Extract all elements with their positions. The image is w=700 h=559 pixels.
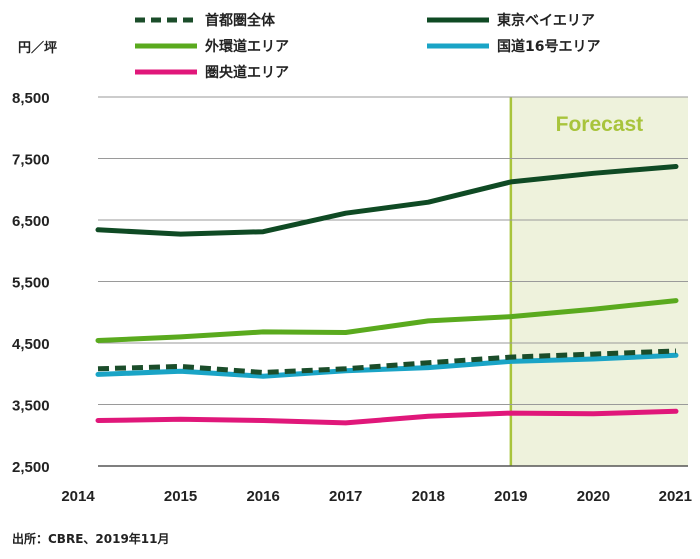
series-line bbox=[97, 348, 677, 375]
y-tick-label: 2,500 bbox=[12, 459, 50, 476]
y-tick-label: 4,500 bbox=[12, 336, 50, 353]
series-line bbox=[95, 298, 679, 343]
legend-label: 首都圏全体 bbox=[205, 12, 276, 29]
legend-label: 東京ベイエリア bbox=[497, 12, 595, 29]
x-tick-label: 2020 bbox=[577, 488, 610, 505]
y-tick-label: 6,500 bbox=[12, 213, 50, 230]
x-tick-label: 2017 bbox=[329, 488, 362, 505]
x-tick-label: 2014 bbox=[61, 488, 95, 505]
y-axis-unit: 円／坪 bbox=[18, 40, 57, 56]
grid-lines bbox=[98, 96, 688, 467]
y-tick-label: 5,500 bbox=[12, 275, 50, 292]
y-tick-label: 3,500 bbox=[12, 398, 50, 415]
x-tick-label: 2018 bbox=[412, 488, 445, 505]
legend-label: 外環道エリア bbox=[205, 38, 289, 55]
legend-label: 圏央道エリア bbox=[205, 64, 289, 81]
forecast-label: Forecast bbox=[556, 113, 644, 136]
series-lines bbox=[95, 164, 679, 426]
series-line bbox=[95, 408, 679, 426]
source-note: 出所：CBRE、2019年11月 bbox=[12, 531, 170, 546]
x-tick-label: 2019 bbox=[494, 488, 527, 505]
y-tick-label: 8,500 bbox=[12, 90, 50, 107]
y-tick-label: 7,500 bbox=[12, 152, 50, 169]
legend-label: 国道16号エリア bbox=[497, 38, 600, 55]
x-tick-label: 2016 bbox=[246, 488, 279, 505]
series-line bbox=[95, 352, 679, 379]
series-line bbox=[95, 164, 679, 237]
x-tick-label: 2015 bbox=[164, 488, 197, 505]
x-tick-label: 2021 bbox=[659, 488, 692, 505]
axis-labels: 8,500 7,500 6,500 5,500 4,500 3,500 2,500 2014 2… bbox=[12, 90, 692, 505]
